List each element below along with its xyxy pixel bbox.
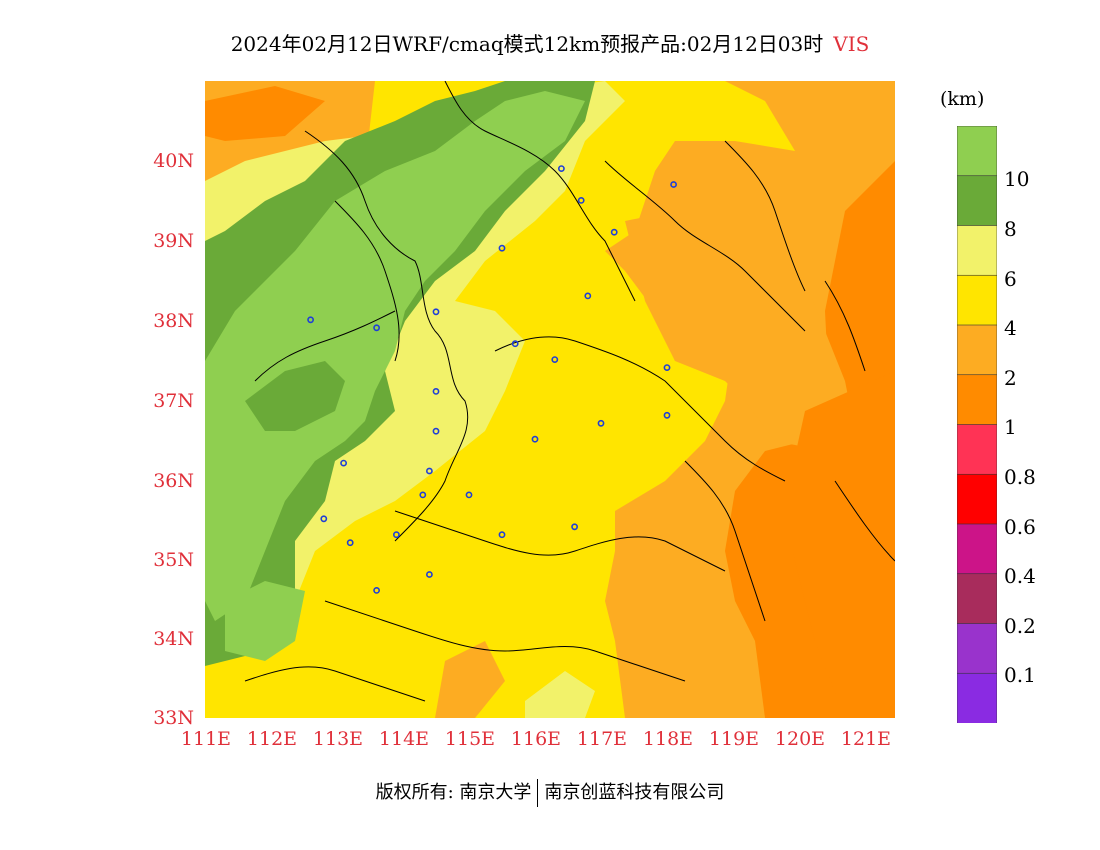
y-tick-label: 40N xyxy=(153,150,194,172)
x-tick-label: 116E xyxy=(510,728,562,750)
title-text: 2024年02月12日WRF/cmaq模式12km预报产品:02月12日03时 xyxy=(230,32,824,56)
station-marker xyxy=(425,467,433,475)
legend-swatch xyxy=(956,473,998,525)
legend-swatch xyxy=(956,523,998,575)
legend-swatch xyxy=(956,175,998,227)
legend-swatch xyxy=(956,672,998,724)
legend-swatch xyxy=(956,324,998,376)
legend-label: 0.1 xyxy=(1004,663,1036,687)
x-tick-label: 113E xyxy=(312,728,364,750)
legend-colorbar xyxy=(956,125,998,724)
station-marker xyxy=(511,340,519,348)
legend-swatch xyxy=(956,424,998,476)
station-marker xyxy=(597,419,605,427)
copyright-owner: 版权所有: 南京大学 xyxy=(375,782,532,803)
map-canvas xyxy=(205,81,895,718)
x-tick-label: 115E xyxy=(444,728,496,750)
legend-label: 0.6 xyxy=(1004,515,1036,539)
station-marker xyxy=(551,356,559,363)
station-marker xyxy=(531,435,539,443)
station-marker xyxy=(346,539,354,547)
station-marker xyxy=(498,531,506,539)
copyright-footer: 版权所有: 南京大学 南京创蓝科技有限公司 xyxy=(0,778,1100,807)
zone-8to10km-patch xyxy=(245,361,345,431)
legend-label: 4 xyxy=(1004,316,1017,340)
station-marker xyxy=(419,491,427,499)
zone-gt10km-patch xyxy=(225,581,305,661)
admin-boundaries xyxy=(244,81,895,702)
legend-label: 0.2 xyxy=(1004,614,1036,638)
zone-6to8km-south xyxy=(525,671,595,718)
zone-2to4km-bay xyxy=(625,201,855,451)
footer-divider xyxy=(537,779,539,807)
station-marker xyxy=(610,228,618,236)
y-tick-label: 39N xyxy=(153,230,194,252)
station-marker xyxy=(432,308,440,316)
x-tick-label: 118E xyxy=(642,728,694,750)
station-marker xyxy=(577,197,585,204)
zone-8to10km xyxy=(205,81,595,666)
legend-svg xyxy=(956,125,998,724)
legend-label: 0.4 xyxy=(1004,564,1036,588)
station-marker xyxy=(392,531,400,539)
y-tick-label: 36N xyxy=(153,470,194,492)
legend-swatch xyxy=(956,573,998,625)
x-tick-label: 121E xyxy=(840,728,892,750)
station-marker xyxy=(373,324,380,332)
visibility-map xyxy=(205,81,895,718)
station-marker xyxy=(663,411,671,419)
station-marker xyxy=(571,523,578,531)
variable-name: VIS xyxy=(833,32,870,56)
station-marker xyxy=(584,292,592,300)
zone-lt2km-nw xyxy=(205,86,325,141)
legend-label: 2 xyxy=(1004,366,1017,390)
x-tick-label: 112E xyxy=(246,728,298,750)
station-marker xyxy=(425,571,433,578)
station-markers xyxy=(307,165,677,594)
y-tick-label: 34N xyxy=(153,628,194,650)
x-tick-label: 111E xyxy=(180,728,232,750)
y-tick-label: 33N xyxy=(153,707,194,729)
legend-swatch xyxy=(956,225,998,277)
zone-2to4km-south xyxy=(435,641,505,718)
y-tick-label: 35N xyxy=(153,549,194,571)
station-marker xyxy=(320,515,328,523)
legend-swatch xyxy=(956,374,998,426)
copyright-company: 南京创蓝科技有限公司 xyxy=(544,782,725,803)
legend-swatch xyxy=(956,274,998,326)
station-marker xyxy=(307,316,314,324)
station-marker xyxy=(498,244,506,252)
legend-label: 8 xyxy=(1004,217,1017,241)
legend-label: 0.8 xyxy=(1004,465,1036,489)
station-marker xyxy=(663,364,671,371)
zone-sea xyxy=(785,371,895,718)
x-tick-label: 120E xyxy=(774,728,826,750)
zone-gt10km xyxy=(205,91,585,621)
station-marker xyxy=(340,459,347,467)
legend-unit: (km) xyxy=(940,88,985,110)
station-marker xyxy=(373,586,380,594)
legend-label: 10 xyxy=(1004,167,1030,191)
legend-swatch xyxy=(956,125,998,177)
station-marker xyxy=(432,387,440,395)
x-tick-label: 119E xyxy=(708,728,760,750)
station-marker xyxy=(670,181,677,188)
map-title: 2024年02月12日WRF/cmaq模式12km预报产品:02月12日03时 V… xyxy=(0,28,1100,57)
y-tick-label: 37N xyxy=(153,390,194,412)
station-marker xyxy=(557,165,565,172)
station-marker xyxy=(465,491,473,499)
y-tick-label: 38N xyxy=(153,310,194,332)
legend-label: 1 xyxy=(1004,415,1017,439)
legend-swatch xyxy=(956,623,998,675)
legend-label: 6 xyxy=(1004,267,1017,291)
x-tick-label: 117E xyxy=(576,728,628,750)
station-marker xyxy=(432,427,440,435)
x-tick-label: 114E xyxy=(378,728,430,750)
